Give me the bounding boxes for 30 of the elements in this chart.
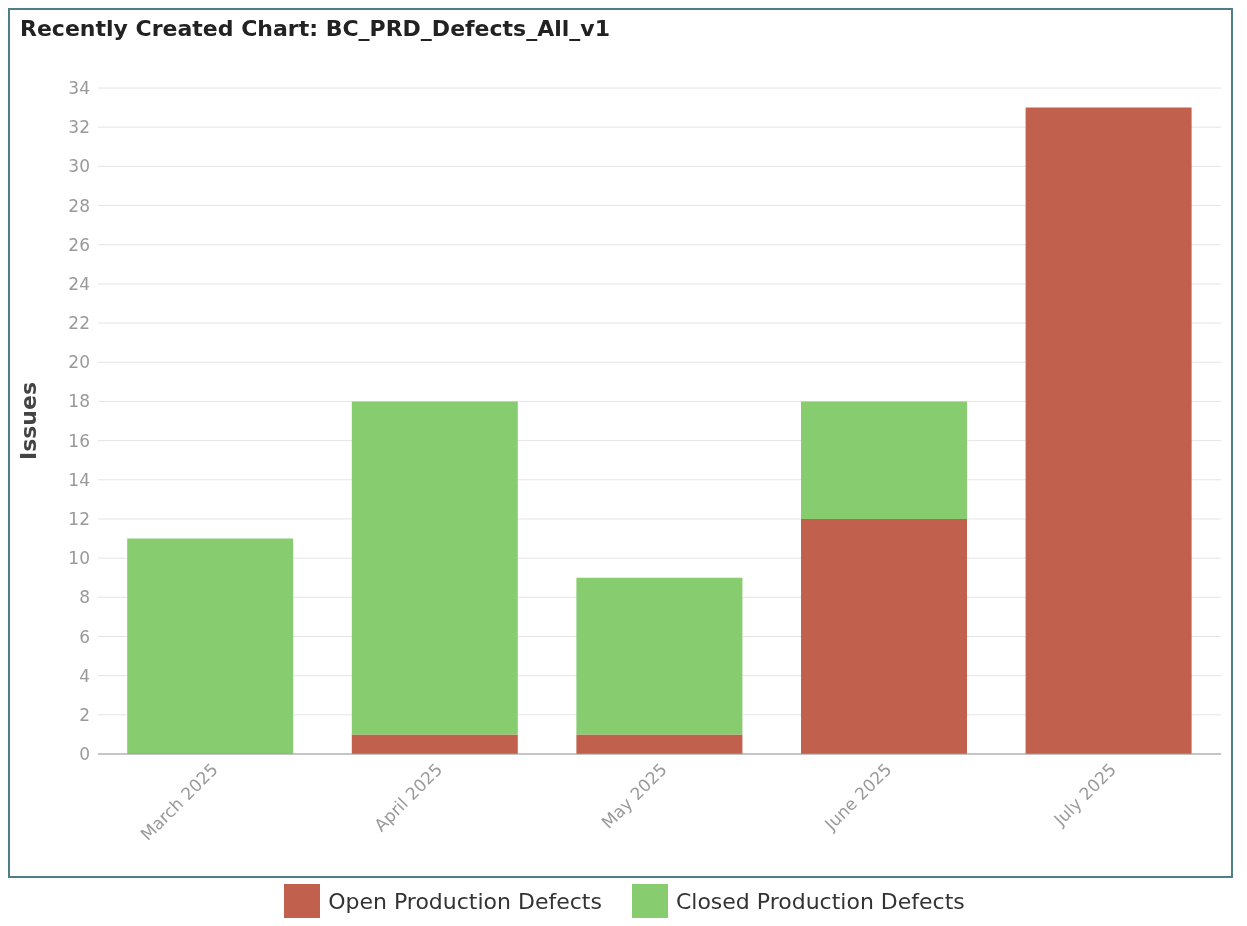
chart-title: Recently Created Chart: BC_PRD_Defects_All_v1 — [20, 16, 610, 41]
y-tick-label: 34 — [68, 78, 90, 99]
y-tick-label: 0 — [79, 744, 90, 765]
y-tick-label: 4 — [79, 665, 90, 686]
bar — [576, 734, 743, 754]
bar — [576, 577, 743, 735]
bar — [1025, 107, 1192, 754]
y-tick-label: 20 — [68, 352, 90, 373]
y-tick-label: 2 — [79, 704, 90, 725]
y-tick-label: 32 — [68, 117, 90, 138]
legend-label: Open Production Defects — [327, 887, 602, 916]
bar — [801, 518, 967, 754]
y-tick-label: 10 — [68, 548, 90, 569]
y-tick-label: 8 — [79, 587, 90, 608]
bar — [127, 538, 294, 754]
y-tick-label: 24 — [68, 273, 90, 294]
bar — [351, 401, 518, 735]
y-axis-title: Issues — [15, 381, 41, 461]
y-tick-label: 16 — [68, 430, 90, 451]
y-tick-label: 12 — [68, 508, 90, 529]
legend-label: Closed Production Defects — [674, 887, 965, 916]
y-tick-label: 14 — [68, 469, 90, 490]
y-tick-label: 6 — [79, 626, 90, 647]
y-tick-label: 30 — [68, 156, 90, 177]
bar — [801, 401, 967, 519]
y-tick-label: 18 — [68, 391, 90, 412]
y-tick-label: 26 — [68, 234, 90, 255]
y-tick-label: 22 — [68, 313, 90, 334]
bar — [351, 734, 518, 754]
y-tick-label: 28 — [68, 195, 90, 216]
